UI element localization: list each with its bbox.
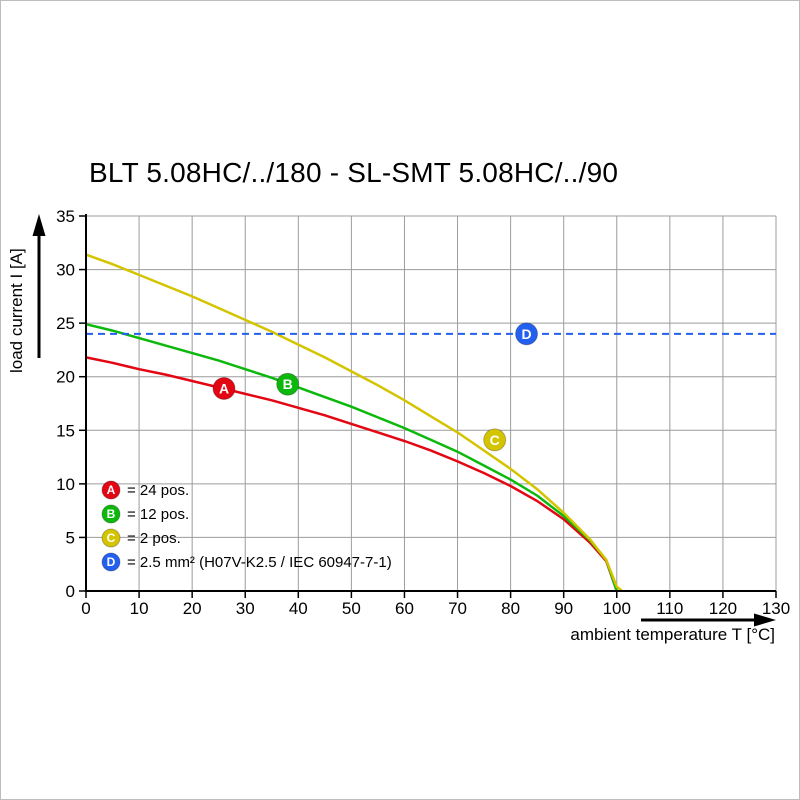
x-tick-label: 120 — [709, 599, 737, 618]
y-tick-label: 35 — [56, 207, 75, 226]
x-tick-label: 130 — [762, 599, 790, 618]
marker-letter-A: A — [219, 381, 229, 397]
legend-letter-D: D — [107, 555, 116, 569]
y-tick-label: 0 — [66, 582, 75, 601]
y-tick-label: 25 — [56, 314, 75, 333]
chart-title: BLT 5.08HC/../180 - SL-SMT 5.08HC/../90 — [89, 157, 619, 188]
legend-marker-B — [101, 504, 121, 524]
legend-letter-A: A — [107, 483, 116, 497]
x-tick-label: 20 — [183, 599, 202, 618]
x-tick-label: 70 — [448, 599, 467, 618]
x-tick-label: 100 — [603, 599, 631, 618]
x-tick-label: 10 — [130, 599, 149, 618]
marker-C — [483, 428, 507, 452]
x-tick-label: 0 — [81, 599, 90, 618]
x-tick-label: 110 — [656, 599, 683, 618]
x-tick-label: 40 — [289, 599, 308, 618]
legend-letter-B: B — [107, 507, 116, 521]
x-tick-label: 50 — [342, 599, 361, 618]
legend-label-A: = 24 pos. — [127, 482, 189, 499]
x-tick-label: 80 — [501, 599, 520, 618]
curve-C — [85, 253, 623, 592]
marker-D — [515, 322, 539, 346]
marker-letter-B: B — [283, 376, 293, 392]
legend-marker-D — [101, 552, 121, 572]
curve-A — [85, 356, 618, 592]
y-tick-label: 15 — [56, 421, 75, 440]
legend-label-C: = 2 pos. — [127, 530, 181, 547]
y-tick-label: 5 — [66, 528, 75, 547]
y-tick-label: 10 — [56, 475, 75, 494]
legend-letter-C: C — [107, 531, 116, 545]
legend-marker-C — [101, 528, 121, 548]
curve-B — [85, 322, 618, 592]
x-axis-arrowhead-icon — [754, 613, 776, 627]
x-tick-label: 90 — [554, 599, 573, 618]
marker-A — [212, 377, 236, 400]
marker-letter-C: C — [490, 432, 500, 448]
x-axis-label: ambient temperature T [°C] — [570, 625, 775, 644]
y-tick-label: 30 — [56, 261, 75, 280]
marker-letter-D: D — [521, 326, 531, 342]
x-tick-label: 60 — [395, 599, 414, 618]
y-tick-label: 20 — [56, 368, 75, 387]
legend-marker-A — [101, 480, 121, 500]
x-tick-label: 30 — [236, 599, 255, 618]
legend-label-B: = 12 pos. — [127, 506, 189, 523]
legend-label-D: = 2.5 mm² (H07V-K2.5 / IEC 60947-7-1) — [127, 554, 392, 571]
y-axis-arrowhead-icon — [32, 214, 46, 236]
marker-B — [276, 372, 300, 396]
